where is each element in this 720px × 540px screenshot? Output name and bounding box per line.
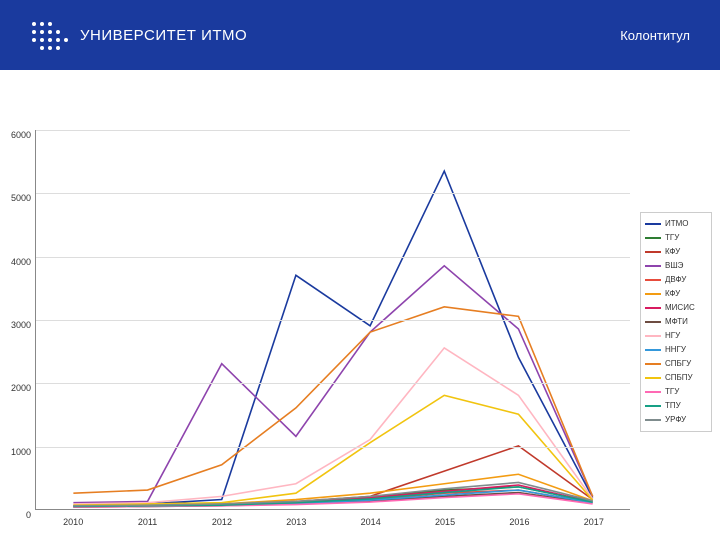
series-line bbox=[73, 348, 592, 504]
series-line bbox=[73, 171, 592, 506]
legend-item: НГУ bbox=[645, 329, 707, 343]
legend-item: КФУ bbox=[645, 245, 707, 259]
legend-item: ННГУ bbox=[645, 343, 707, 357]
x-tick: 2016 bbox=[509, 517, 529, 527]
legend-item: СПБГУ bbox=[645, 357, 707, 371]
legend-label: ННГУ bbox=[665, 343, 686, 357]
legend-label: МИСИС bbox=[665, 301, 695, 315]
logo-text: УНИВЕРСИТЕТ ИТМО bbox=[80, 27, 247, 44]
legend-swatch bbox=[645, 349, 661, 351]
legend-swatch bbox=[645, 391, 661, 393]
gridline bbox=[36, 257, 630, 258]
legend-label: ТПУ bbox=[665, 399, 681, 413]
logo-dots-icon bbox=[30, 20, 68, 50]
y-tick: 3000 bbox=[6, 320, 31, 330]
legend-swatch bbox=[645, 377, 661, 379]
x-tick: 2013 bbox=[286, 517, 306, 527]
legend-swatch bbox=[645, 321, 661, 323]
plot-area: 0100020003000400050006000201020112012201… bbox=[35, 130, 630, 510]
legend-item: УРФУ bbox=[645, 413, 707, 427]
legend-swatch bbox=[645, 307, 661, 309]
legend-label: СПБГУ bbox=[665, 357, 691, 371]
y-tick: 0 bbox=[6, 510, 31, 520]
header: УНИВЕРСИТЕТ ИТМО Колонтитул bbox=[0, 0, 720, 70]
y-tick: 6000 bbox=[6, 130, 31, 140]
gridline bbox=[36, 447, 630, 448]
legend-swatch bbox=[645, 251, 661, 253]
legend-label: КФУ bbox=[665, 245, 680, 259]
x-tick: 2017 bbox=[584, 517, 604, 527]
legend-swatch bbox=[645, 405, 661, 407]
gridline bbox=[36, 130, 630, 131]
legend-swatch bbox=[645, 363, 661, 365]
legend-item: ВШЭ bbox=[645, 259, 707, 273]
y-tick: 5000 bbox=[6, 193, 31, 203]
legend-swatch bbox=[645, 419, 661, 421]
legend-label: ТГУ bbox=[665, 385, 679, 399]
legend-item: ДВФУ bbox=[645, 273, 707, 287]
legend-swatch bbox=[645, 335, 661, 337]
legend-swatch bbox=[645, 265, 661, 267]
legend-item: ИТМО bbox=[645, 217, 707, 231]
legend-label: СПБПУ bbox=[665, 371, 693, 385]
legend-swatch bbox=[645, 237, 661, 239]
legend-label: НГУ bbox=[665, 329, 680, 343]
y-tick: 4000 bbox=[6, 257, 31, 267]
legend-item: СПБПУ bbox=[645, 371, 707, 385]
x-tick: 2012 bbox=[212, 517, 232, 527]
x-tick: 2014 bbox=[361, 517, 381, 527]
legend-item: ТГУ bbox=[645, 385, 707, 399]
legend-label: ИТМО bbox=[665, 217, 689, 231]
legend-swatch bbox=[645, 223, 661, 225]
legend-label: УРФУ bbox=[665, 413, 686, 427]
gridline bbox=[36, 320, 630, 321]
legend-label: ТГУ bbox=[665, 231, 679, 245]
chart: 0 1000 2000 3000 4000 5000 6000 2010 2011 2012 201… bbox=[0, 70, 720, 540]
x-tick: 2011 bbox=[138, 517, 157, 527]
legend: ИТМОТГУКФУВШЭДВФУКФУМИСИСМФТИНГУННГУСПБГ… bbox=[640, 212, 712, 432]
x-tick: 2015 bbox=[435, 517, 455, 527]
legend-item: ТГУ bbox=[645, 231, 707, 245]
y-tick: 2000 bbox=[6, 383, 31, 393]
y-tick: 1000 bbox=[6, 447, 31, 457]
legend-label: КФУ bbox=[665, 287, 680, 301]
legend-item: МИСИС bbox=[645, 301, 707, 315]
legend-swatch bbox=[645, 293, 661, 295]
legend-item: КФУ bbox=[645, 287, 707, 301]
legend-label: МФТИ bbox=[665, 315, 688, 329]
logo: УНИВЕРСИТЕТ ИТМО bbox=[30, 20, 247, 50]
legend-label: ДВФУ bbox=[665, 273, 686, 287]
legend-item: МФТИ bbox=[645, 315, 707, 329]
legend-item: ТПУ bbox=[645, 399, 707, 413]
legend-swatch bbox=[645, 279, 661, 281]
gridline bbox=[36, 383, 630, 384]
header-kolontitul: Колонтитул bbox=[620, 28, 690, 43]
gridline bbox=[36, 193, 630, 194]
legend-label: ВШЭ bbox=[665, 259, 683, 273]
x-tick: 2010 bbox=[63, 517, 83, 527]
